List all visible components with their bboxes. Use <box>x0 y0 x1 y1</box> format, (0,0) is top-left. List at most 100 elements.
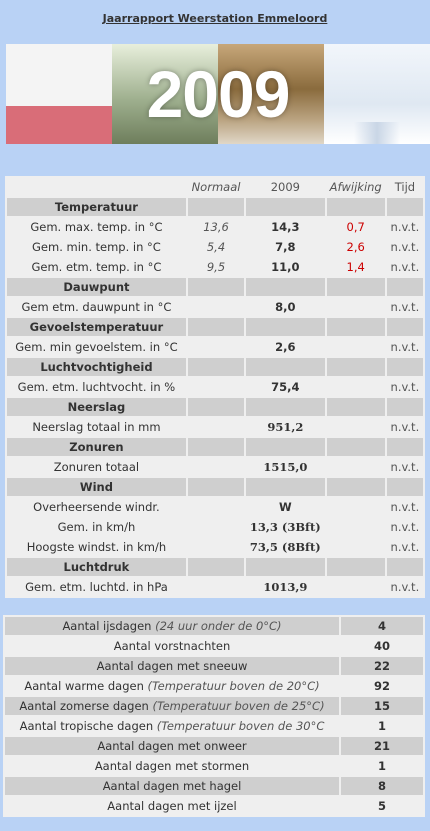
section-header-row: Neerslag <box>7 398 423 416</box>
section-header-row: Luchtdruk <box>7 558 423 576</box>
count-note: (Temperatuur boven de 20°C) <box>147 679 320 693</box>
normal-value <box>188 418 244 436</box>
section-header-cell <box>246 198 325 216</box>
section-header-cell <box>386 198 423 216</box>
banner-photo-tulips <box>6 44 112 144</box>
row-label: Zonuren totaal <box>53 460 140 474</box>
count-value: 5 <box>341 797 423 815</box>
deviation-value: 1,4 <box>346 260 365 274</box>
deviation-value <box>327 518 385 536</box>
year-value: 13,3 (3Bft) <box>249 520 321 534</box>
time-value: n.v.t. <box>390 240 420 254</box>
section-header-cell <box>187 558 245 576</box>
section-header-cell <box>246 438 325 456</box>
table-row: Gem. max. temp. in °C 13,6 14,3 0,7 n.v.t. <box>7 218 423 236</box>
year-value: 11,0 <box>271 260 300 274</box>
page-title[interactable]: Jaarrapport Weerstation Emmeloord <box>102 12 328 25</box>
count-row: Aantal ijsdagen (24 uur onder de 0°C) 4 <box>5 617 423 635</box>
section-header-cell <box>326 558 385 576</box>
count-value: 22 <box>341 657 423 675</box>
time-value: n.v.t. <box>390 540 420 554</box>
section-header-row: Temperatuur <box>7 198 423 216</box>
count-note: (Temperatuur boven de 30°C <box>156 719 325 733</box>
count-row: Aantal zomerse dagen (Temperatuur boven … <box>5 697 423 715</box>
table-row: Zonuren totaal 1515,0 n.v.t. <box>7 458 423 476</box>
year-value: W <box>278 500 292 514</box>
count-row: Aantal dagen met sneeuw 22 <box>5 657 423 675</box>
count-label-cell: Aantal tropische dagen (Temperatuur bove… <box>5 717 339 735</box>
deviation-value <box>327 458 385 476</box>
count-label: Aantal dagen met sneeuw <box>96 659 248 673</box>
year-value: 8,0 <box>275 300 296 314</box>
year-value: 2,6 <box>275 340 296 354</box>
table-row: Gem. min gevoelstem. in °C 2,6 n.v.t. <box>7 338 423 356</box>
count-label-cell: Aantal dagen met hagel <box>5 777 339 795</box>
row-label: Gem etm. dauwpunt in °C <box>21 300 172 314</box>
row-label: Gem. etm. luchtvocht. in % <box>17 380 176 394</box>
section-title: Luchtvochtigheid <box>7 358 186 376</box>
weather-summary-table: Normaal 2009 Afwijking Tijd Temperatuur Gem. … <box>5 176 425 598</box>
row-label: Gem. min gevoelstem. in °C <box>15 340 178 354</box>
year-value: 7,8 <box>275 240 296 254</box>
normal-value <box>188 518 244 536</box>
count-label: Aantal zomerse dagen <box>19 699 149 713</box>
count-row: Aantal dagen met stormen 1 <box>5 757 423 775</box>
count-row: Aantal dagen met onweer 21 <box>5 737 423 755</box>
deviation-value <box>327 418 385 436</box>
count-value: 92 <box>341 677 423 695</box>
banner-photo-autumn <box>218 44 324 144</box>
section-header-cell <box>246 358 325 376</box>
section-header-cell <box>246 558 325 576</box>
count-row: Aantal vorstnachten 40 <box>5 637 423 655</box>
count-label-cell: Aantal zomerse dagen (Temperatuur boven … <box>5 697 339 715</box>
normal-value: 5,4 <box>206 240 226 254</box>
section-title: Zonuren <box>7 438 186 456</box>
year-value: 951,2 <box>267 420 304 434</box>
blank <box>7 178 186 196</box>
table-row: Gem. in km/h 13,3 (3Bft) n.v.t. <box>7 518 423 536</box>
section-header-cell <box>246 318 325 336</box>
count-label-cell: Aantal vorstnachten <box>5 637 339 655</box>
count-value: 1 <box>341 717 423 735</box>
row-label: Gem. in km/h <box>57 520 136 534</box>
header-time: Tijd <box>394 180 416 194</box>
deviation-value <box>327 578 385 596</box>
year-banner: 2009 <box>6 44 430 144</box>
header-deviation: Afwijking <box>329 180 382 194</box>
section-header-row: Dauwpunt <box>7 278 423 296</box>
time-value: n.v.t. <box>390 420 420 434</box>
time-value: n.v.t. <box>390 380 420 394</box>
section-header-cell <box>326 318 385 336</box>
day-counts-table: Aantal ijsdagen (24 uur onder de 0°C) 4 Aa… <box>3 615 425 817</box>
section-header-cell <box>386 278 423 296</box>
count-label-cell: Aantal dagen met onweer <box>5 737 339 755</box>
section-header-row: Zonuren <box>7 438 423 456</box>
deviation-value <box>327 378 385 396</box>
count-row: Aantal dagen met hagel 8 <box>5 777 423 795</box>
table-header-row: Normaal 2009 Afwijking Tijd <box>7 178 423 196</box>
section-header-cell <box>326 358 385 376</box>
section-header-cell <box>187 358 245 376</box>
section-header-cell <box>386 398 423 416</box>
count-label: Aantal dagen met onweer <box>97 739 247 753</box>
deviation-value: 0,7 <box>346 220 365 234</box>
section-header-cell <box>187 478 245 496</box>
section-title: Wind <box>7 478 186 496</box>
normal-value: 9,5 <box>206 260 226 274</box>
section-header-cell <box>386 318 423 336</box>
section-title: Neerslag <box>7 398 186 416</box>
count-note: (24 uur onder de 0°C) <box>155 619 282 633</box>
time-value: n.v.t. <box>390 500 420 514</box>
time-value: n.v.t. <box>390 460 420 474</box>
normal-value <box>188 378 244 396</box>
deviation-value: 2,6 <box>346 240 365 254</box>
year-value: 1515,0 <box>263 460 308 474</box>
count-label: Aantal dagen met ijzel <box>107 799 237 813</box>
section-header-row: Wind <box>7 478 423 496</box>
count-value: 15 <box>341 697 423 715</box>
section-header-cell <box>326 398 385 416</box>
time-value: n.v.t. <box>390 580 420 594</box>
normal-value <box>188 498 244 516</box>
count-note: (Temperatuur boven de 25°C) <box>152 699 325 713</box>
